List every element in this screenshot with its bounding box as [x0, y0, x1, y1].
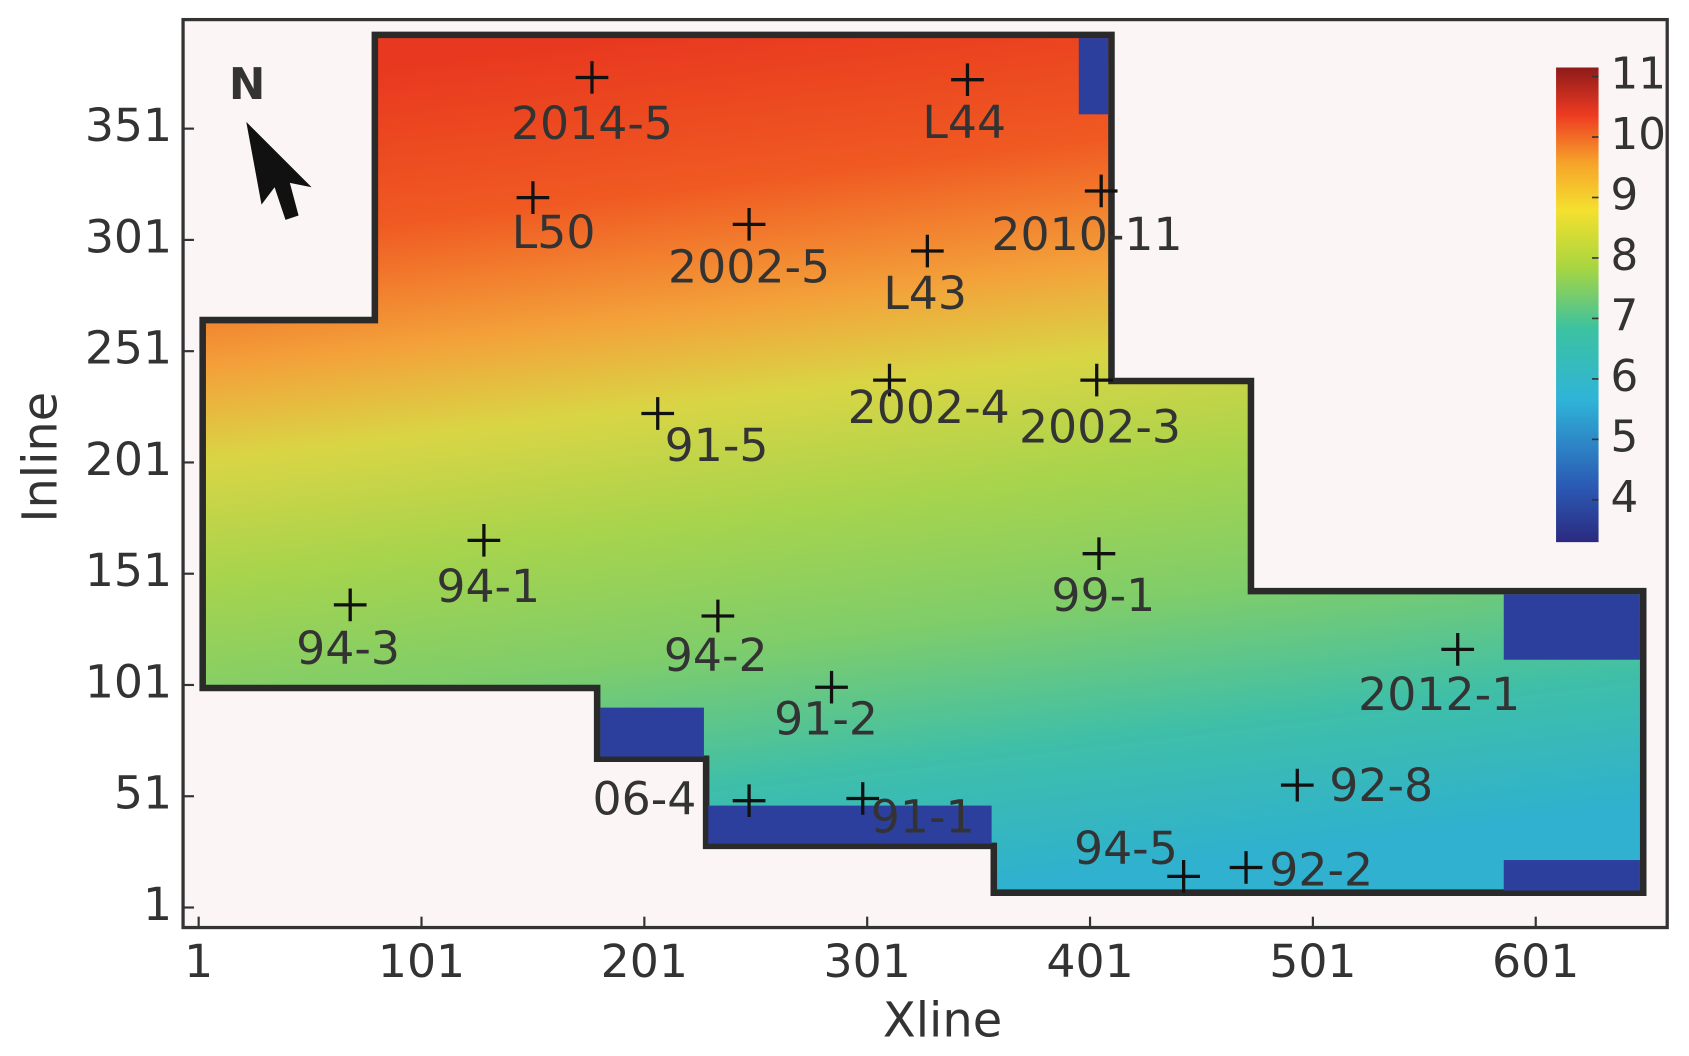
well-marker	[815, 670, 848, 704]
survey-area	[199, 31, 1647, 896]
well-label: 2002-3	[1019, 401, 1181, 454]
well-label: L44	[922, 96, 1006, 149]
well-marker	[951, 63, 984, 97]
well-label: L50	[512, 206, 596, 259]
colorbar-tick-label: 8	[1611, 231, 1639, 281]
well-label: 92-8	[1329, 759, 1433, 812]
y-tick-label: 1	[143, 878, 172, 931]
well-marker	[575, 61, 609, 94]
north-label: N	[229, 60, 265, 110]
colorbar-tick-label: 9	[1611, 171, 1639, 221]
well-label: 94-5	[1074, 822, 1178, 875]
well-marker	[1441, 633, 1475, 666]
well-label: 92-2	[1269, 843, 1373, 896]
x-tick-label: 601	[1492, 935, 1579, 988]
colorbar	[1556, 67, 1599, 543]
well-label: 06-4	[593, 772, 697, 825]
well-marker	[333, 588, 367, 622]
well-marker	[732, 207, 766, 241]
well-marker	[1080, 363, 1114, 397]
well-marker	[1167, 860, 1200, 893]
y-tick-label: 201	[85, 433, 172, 486]
x-axis-label: Xline	[883, 993, 1002, 1048]
y-tick-label: 251	[85, 322, 172, 375]
x-tick-label: 401	[1046, 935, 1133, 988]
well-marker	[467, 523, 501, 557]
colorbar-tick-label: 10	[1611, 110, 1666, 160]
y-tick-label: 101	[85, 655, 172, 708]
colorbar-tick-label: 7	[1611, 291, 1639, 341]
y-tick-label: 151	[85, 544, 172, 597]
well-label: 91-1	[871, 791, 975, 844]
well-label: 94-3	[296, 622, 400, 675]
well-marker	[732, 784, 766, 818]
colorbar-tick-label: 6	[1611, 352, 1639, 402]
y-tick-label: 301	[85, 210, 172, 263]
well-marker	[846, 782, 880, 815]
well-label: 2014-5	[511, 97, 673, 150]
y-tick-label: 51	[114, 767, 172, 820]
well-label: 2010-11	[991, 208, 1182, 261]
colorbar-tick-label: 5	[1611, 412, 1639, 462]
well-label: 91-5	[665, 419, 769, 472]
well-marker	[516, 181, 550, 214]
well-marker	[1084, 174, 1118, 208]
no-data-edges	[600, 38, 1640, 891]
well-label: 2002-4	[848, 381, 1010, 434]
well-label: 2002-5	[668, 241, 830, 294]
x-tick-label: 201	[601, 935, 688, 988]
y-axis-label: Inline	[14, 392, 69, 523]
x-tick-label: 501	[1269, 935, 1356, 988]
well-label: 94-2	[664, 629, 768, 682]
well-marker	[1229, 851, 1263, 884]
well-marker	[1082, 537, 1116, 571]
well-label: 91-2	[774, 693, 878, 746]
well-marker	[641, 397, 675, 430]
colorbar-tick-label: 4	[1611, 473, 1639, 523]
y-tick-label: 351	[85, 99, 172, 152]
well-marker	[1280, 768, 1314, 802]
colorbar-tick-label: 11	[1611, 50, 1666, 100]
x-tick-label: 1	[184, 935, 213, 988]
well-label: 94-1	[436, 560, 540, 613]
x-tick-label: 101	[378, 935, 465, 988]
x-tick-label: 301	[824, 935, 911, 988]
well-marker	[873, 363, 906, 397]
well-marker	[701, 599, 735, 633]
well-label: L43	[883, 267, 967, 320]
well-label: 2012-1	[1358, 668, 1520, 721]
north-arrow	[246, 121, 312, 220]
well-label: 99-1	[1051, 569, 1155, 622]
well-marker	[911, 234, 944, 268]
